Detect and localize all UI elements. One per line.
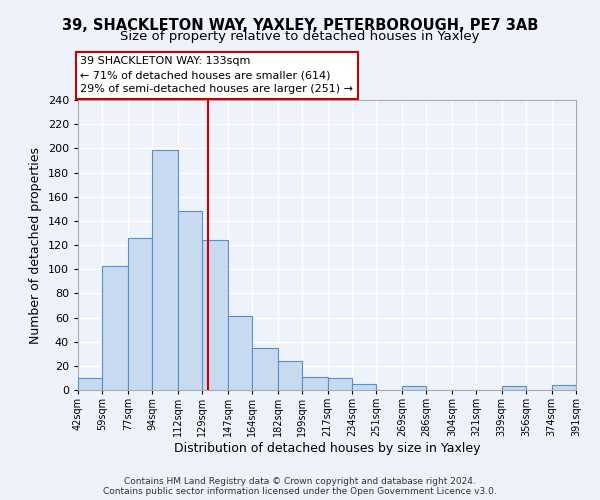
Bar [252,348,278,390]
Bar [402,386,426,390]
Text: 39, SHACKLETON WAY, YAXLEY, PETERBOROUGH, PE7 3AB: 39, SHACKLETON WAY, YAXLEY, PETERBOROUGH… [62,18,538,32]
Text: Size of property relative to detached houses in Yaxley: Size of property relative to detached ho… [120,30,480,43]
Text: Contains public sector information licensed under the Open Government Licence v3: Contains public sector information licen… [103,486,497,496]
Bar [128,238,152,390]
Bar [278,361,302,390]
X-axis label: Distribution of detached houses by size in Yaxley: Distribution of detached houses by size … [174,442,480,455]
Bar [152,150,178,390]
Y-axis label: Number of detached properties: Number of detached properties [29,146,42,344]
Bar [328,378,352,390]
Bar [102,266,128,390]
Text: 39 SHACKLETON WAY: 133sqm
← 71% of detached houses are smaller (614)
29% of semi: 39 SHACKLETON WAY: 133sqm ← 71% of detac… [80,56,353,94]
Bar [502,386,526,390]
Bar [78,378,102,390]
Bar [552,385,576,390]
Text: Contains HM Land Registry data © Crown copyright and database right 2024.: Contains HM Land Registry data © Crown c… [124,476,476,486]
Bar [352,384,376,390]
Bar [202,240,228,390]
Bar [178,211,202,390]
Bar [302,376,328,390]
Bar [228,316,252,390]
